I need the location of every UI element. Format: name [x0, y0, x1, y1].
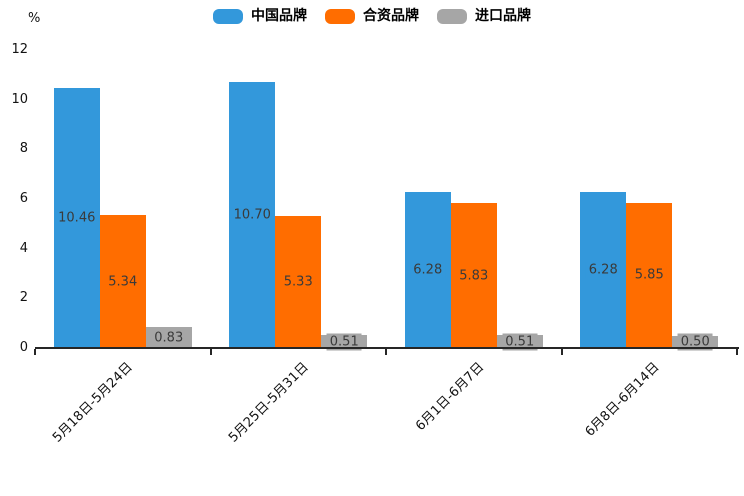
legend: 中国品牌 合资品牌 进口品牌 [0, 7, 744, 25]
bar-value-label: 5.33 [280, 273, 316, 291]
legend-swatch [437, 8, 467, 24]
bar-value-label: 6.28 [585, 261, 621, 279]
bar-value-label: 0.51 [502, 333, 538, 351]
legend-label: 中国品牌 [251, 8, 307, 24]
x-axis-tick [209, 349, 212, 355]
legend-item[interactable]: 合资品牌 [325, 7, 419, 25]
bar-value-label: 0.51 [326, 333, 362, 351]
bar-value-label: 5.83 [456, 267, 492, 285]
legend-label: 合资品牌 [363, 8, 419, 24]
y-tick-label: 12 [11, 42, 28, 57]
legend-swatch [325, 8, 355, 24]
x-axis-tick [385, 349, 387, 355]
legend-item[interactable]: 中国品牌 [213, 7, 307, 25]
y-tick-label: 6 [19, 191, 28, 206]
x-tick-label: 6月8日-6月14日 [582, 359, 663, 440]
x-tick-label: 6月1日-6月7日 [413, 359, 488, 434]
y-tick-label: 8 [19, 141, 28, 157]
bar-value-label: 5.34 [105, 273, 141, 291]
x-axis-line [35, 347, 739, 349]
x-axis-tick [34, 349, 36, 355]
y-tick-label: 10 [11, 91, 28, 107]
bar-value-label: 10.70 [230, 206, 274, 224]
x-axis-tick [736, 349, 738, 355]
legend-item[interactable]: 进口品牌 [437, 7, 531, 25]
bar-value-label: 0.50 [677, 333, 713, 351]
y-tick-label: 2 [19, 290, 28, 306]
x-tick-label: 5月25日-5月31日 [225, 359, 312, 446]
legend-label: 进口品牌 [475, 8, 531, 24]
bar-value-label: 5.85 [631, 266, 667, 284]
y-axis-unit-label: % [28, 11, 41, 26]
y-tick-label: 0 [19, 340, 28, 355]
legend-swatch [213, 8, 243, 24]
x-tick-label: 5月18日-5月24日 [50, 359, 137, 446]
bar-value-label: 0.83 [151, 329, 187, 347]
bar-value-label: 10.46 [55, 209, 99, 227]
bar-value-label: 6.28 [410, 261, 446, 279]
x-axis-tick [560, 349, 563, 355]
y-tick-label: 4 [19, 240, 28, 256]
